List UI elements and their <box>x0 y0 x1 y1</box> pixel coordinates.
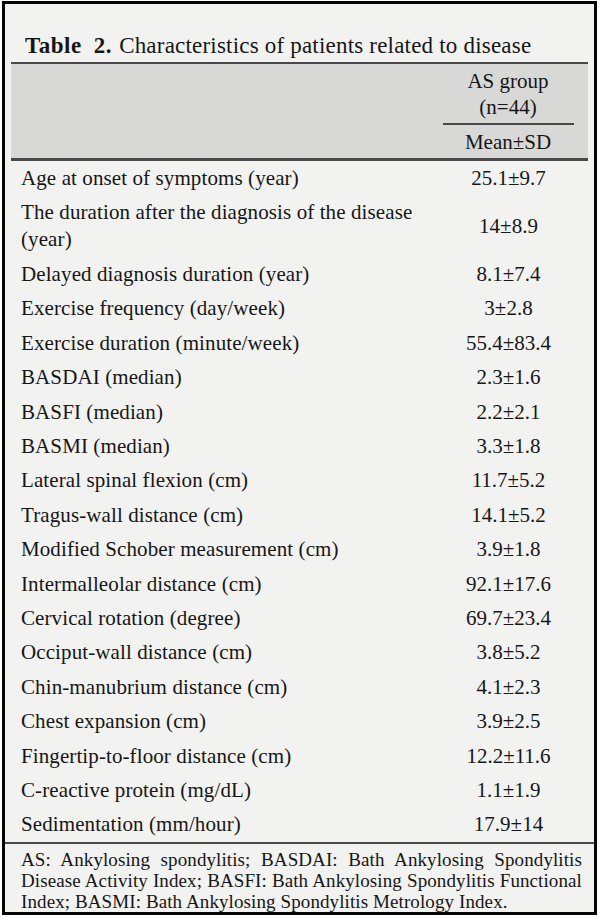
row-label: Tragus-wall distance (cm) <box>5 502 423 529</box>
table-row: Tragus-wall distance (cm) 14.1±5.2 <box>5 498 594 532</box>
row-label: Exercise duration (minute/week) <box>5 330 423 357</box>
row-label: Intermalleolar distance (cm) <box>5 571 423 598</box>
table-body: Age at onset of symptoms (year) 25.1±9.7… <box>5 161 594 842</box>
row-value: 11.7±5.2 <box>423 468 594 493</box>
row-value: 3.9±2.5 <box>423 709 594 734</box>
row-value: 3±2.8 <box>423 296 594 321</box>
table-row: Delayed diagnosis duration (year) 8.1±7.… <box>5 257 594 291</box>
row-label: Chest expansion (cm) <box>5 708 423 735</box>
row-value: 12.2±11.6 <box>423 744 594 769</box>
row-value: 55.4±83.4 <box>423 331 594 356</box>
row-label: Modified Schober measurement (cm) <box>5 536 423 563</box>
row-label: Lateral spinal flexion (cm) <box>5 467 423 494</box>
row-label: Delayed diagnosis duration (year) <box>5 261 423 288</box>
table-row: BASFI (median) 2.2±2.1 <box>5 395 594 429</box>
row-label: The duration after the diagnosis of the … <box>5 199 423 253</box>
stat-header: Mean±SD <box>428 129 588 155</box>
table-number-label: Table 2. <box>25 33 112 58</box>
table-row: Fingertip-to-floor distance (cm) 12.2±11… <box>5 739 594 773</box>
table-row: Cervical rotation (degree) 69.7±23.4 <box>5 601 594 635</box>
row-label: Exercise frequency (day/week) <box>5 295 423 322</box>
group-header-line2: (n=44) <box>428 94 588 120</box>
row-label: Chin-manubrium distance (cm) <box>5 674 423 701</box>
column-header-group: AS group (n=44) Mean±SD <box>428 68 588 155</box>
row-value: 92.1±17.6 <box>423 572 594 597</box>
row-label: Sedimentation (mm/hour) <box>5 811 423 838</box>
row-value: 2.3±1.6 <box>423 365 594 390</box>
row-label: Age at onset of symptoms (year) <box>5 165 423 192</box>
row-label: BASMI (median) <box>5 433 423 460</box>
table-row: BASDAI (median) 2.3±1.6 <box>5 361 594 395</box>
table-footnote: AS: Ankylosing spondylitis; BASDAI: Bath… <box>5 842 594 912</box>
table-row: BASMI (median) 3.3±1.8 <box>5 429 594 463</box>
row-label: C-reactive protein (mg/dL) <box>5 777 423 804</box>
table-row: Exercise frequency (day/week) 3±2.8 <box>5 292 594 326</box>
table-title: Table 2. Characteristics of patients rela… <box>25 30 584 62</box>
row-label: BASFI (median) <box>5 399 423 426</box>
table-row: Occiput-wall distance (cm) 3.8±5.2 <box>5 636 594 670</box>
row-label: Cervical rotation (degree) <box>5 605 423 632</box>
table-row: C-reactive protein (mg/dL) 1.1±1.9 <box>5 773 594 807</box>
row-value: 14±8.9 <box>423 214 594 239</box>
row-value: 2.2±2.1 <box>423 400 594 425</box>
row-value: 3.8±5.2 <box>423 640 594 665</box>
row-value: 17.9±14 <box>423 812 594 837</box>
row-value: 8.1±7.4 <box>423 262 594 287</box>
table-row: The duration after the diagnosis of the … <box>5 195 594 257</box>
row-label: Fingertip-to-floor distance (cm) <box>5 743 423 770</box>
row-value: 14.1±5.2 <box>423 503 594 528</box>
table-row: Chest expansion (cm) 3.9±2.5 <box>5 704 594 738</box>
row-label: BASDAI (median) <box>5 364 423 391</box>
paper-table-figure: Table 2. Characteristics of patients rela… <box>0 0 600 922</box>
table-row: Chin-manubrium distance (cm) 4.1±2.3 <box>5 670 594 704</box>
table-row: Modified Schober measurement (cm) 3.9±1.… <box>5 533 594 567</box>
row-value: 3.3±1.8 <box>423 434 594 459</box>
row-label: Occiput-wall distance (cm) <box>5 639 423 666</box>
table-row: Exercise duration (minute/week) 55.4±83.… <box>5 326 594 360</box>
table-row: Age at onset of symptoms (year) 25.1±9.7 <box>5 161 594 195</box>
table-row: Intermalleolar distance (cm) 92.1±17.6 <box>5 567 594 601</box>
row-value: 25.1±9.7 <box>423 166 594 191</box>
table-row: Sedimentation (mm/hour) 17.9±14 <box>5 808 594 842</box>
row-value: 3.9±1.8 <box>423 537 594 562</box>
table-frame: Table 2. Characteristics of patients rela… <box>2 1 597 915</box>
row-value: 4.1±2.3 <box>423 675 594 700</box>
table-caption: Characteristics of patients related to d… <box>119 33 531 58</box>
column-divider-rule <box>443 123 574 125</box>
row-value: 69.7±23.4 <box>423 606 594 631</box>
table-row: Lateral spinal flexion (cm) 11.7±5.2 <box>5 464 594 498</box>
group-header-line1: AS group <box>428 68 588 94</box>
column-header-band: AS group (n=44) Mean±SD <box>11 62 588 161</box>
row-value: 1.1±1.9 <box>423 778 594 803</box>
